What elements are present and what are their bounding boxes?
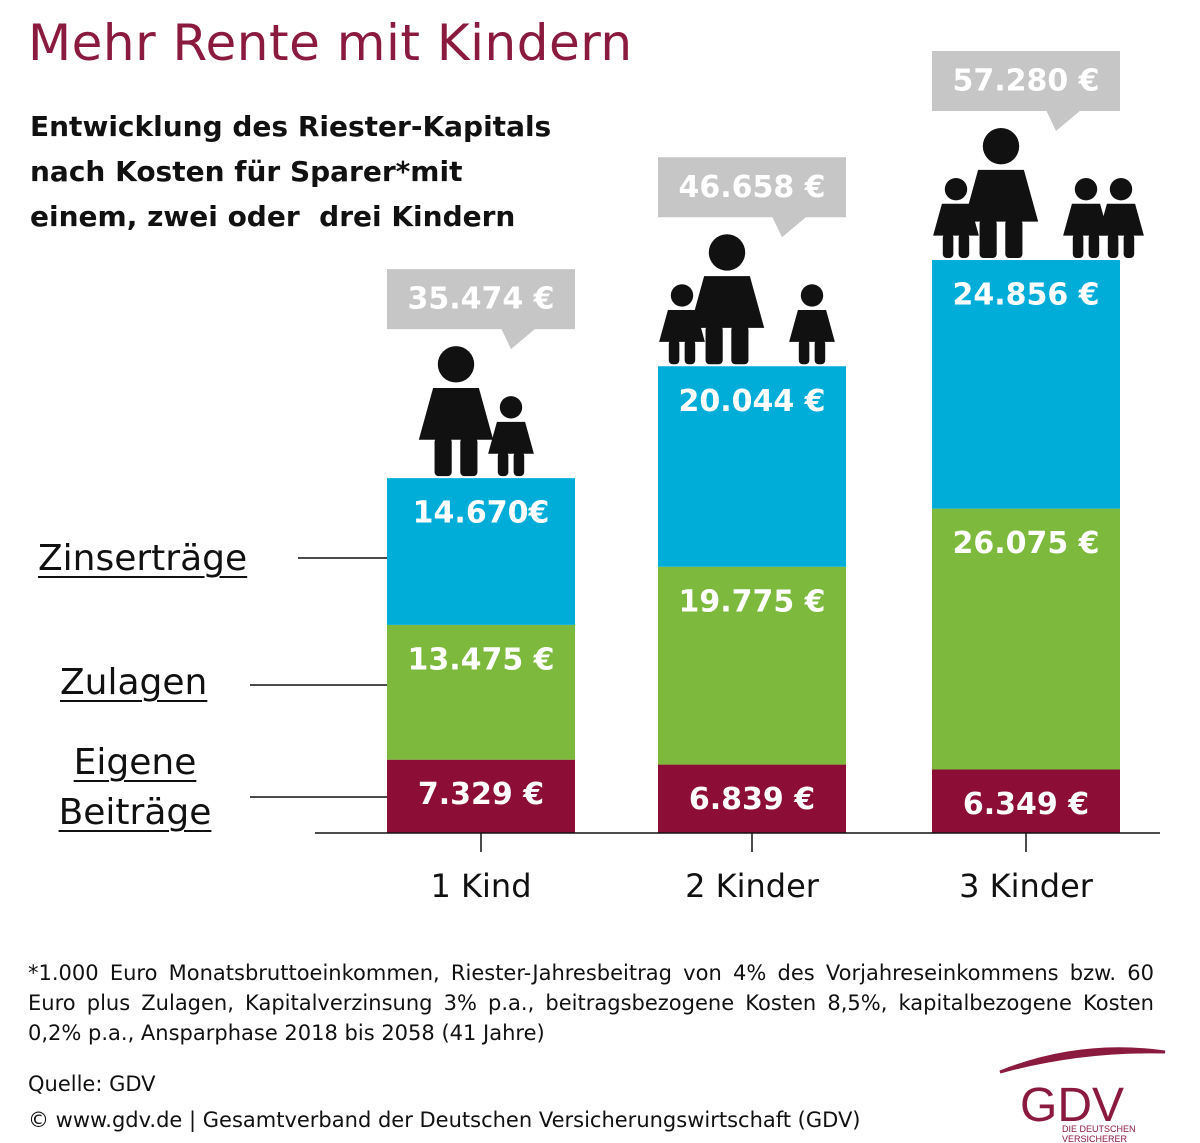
icon-body	[963, 169, 1039, 222]
icon-head	[982, 128, 1020, 165]
icon-leg	[705, 325, 723, 365]
icon-leg	[684, 339, 696, 365]
legend-label: Eigene Beiträge	[58, 742, 212, 833]
icon-body	[789, 310, 835, 342]
value-label: 24.856 €	[952, 278, 1099, 313]
icon-leg	[513, 451, 525, 477]
callout-pointer	[772, 216, 807, 238]
callout-pointer	[501, 328, 536, 350]
bar-segment	[387, 624, 575, 760]
bar-segment	[658, 566, 846, 765]
icon-leg	[497, 451, 509, 477]
value-label: 19.775 €	[678, 584, 825, 619]
chart-title: Mehr Rente mit Kindern	[28, 14, 633, 72]
x-tick-label: 3 Kinder	[959, 867, 1094, 905]
icon-body	[659, 310, 705, 342]
total-callout: 46.658 €	[658, 157, 846, 238]
icon-leg	[731, 325, 749, 365]
icon-leg	[1107, 233, 1119, 258]
icon-leg	[798, 339, 810, 365]
bar-segment	[932, 508, 1120, 770]
bar-segment	[658, 366, 846, 567]
icon-leg	[1088, 233, 1100, 258]
total-label: 46.658 €	[678, 170, 825, 205]
bar-segment	[387, 478, 575, 625]
value-label: 26.075 €	[952, 526, 1099, 561]
source: Quelle: GDV	[28, 1072, 156, 1096]
bar-segment	[932, 260, 1120, 509]
icon-head	[944, 178, 968, 201]
icon-head	[499, 396, 523, 419]
callout-box	[387, 269, 575, 330]
icon-body	[1063, 203, 1109, 236]
people-icon	[933, 128, 1144, 258]
icon-leg	[460, 437, 478, 477]
value-label: 7.329 €	[418, 777, 544, 812]
value-label: 6.839 €	[689, 782, 815, 817]
callout-box	[658, 157, 846, 218]
icon-body	[488, 421, 534, 454]
callout-pointer	[1046, 110, 1081, 131]
icon-leg	[1072, 233, 1084, 258]
icon-leg	[668, 339, 680, 365]
icon-leg	[942, 233, 954, 258]
icon-head	[1109, 178, 1133, 201]
icon-leg	[1005, 219, 1023, 258]
icon-body	[689, 276, 765, 328]
icon-leg	[814, 339, 826, 365]
value-label: 13.475 €	[407, 642, 554, 677]
callout-box	[932, 51, 1120, 111]
legend-label: Zinserträge	[38, 538, 248, 579]
total-callout: 35.474 €	[387, 269, 575, 350]
icon-head	[437, 346, 475, 383]
icon-leg	[979, 219, 997, 258]
icon-body	[418, 387, 494, 440]
icon-body	[933, 203, 979, 236]
icon-head	[1074, 178, 1098, 201]
legend-label: Zulagen	[60, 662, 208, 703]
bar-segment	[658, 764, 846, 833]
subtitle: nach Kosten für Sparer*mit	[30, 155, 463, 188]
total-label: 35.474 €	[407, 282, 554, 317]
icon-head	[670, 284, 694, 307]
x-tick-label: 1 Kind	[431, 867, 532, 905]
total-callout: 57.280 €	[932, 51, 1120, 131]
people-icon	[418, 346, 534, 477]
value-label: 20.044 €	[678, 384, 825, 419]
total-label: 57.280 €	[952, 64, 1099, 99]
value-label: 14.670€	[413, 496, 550, 531]
x-tick-label: 2 Kinder	[685, 867, 820, 905]
people-icon	[659, 234, 835, 365]
bar-segment	[932, 769, 1120, 833]
icon-body	[1098, 203, 1144, 236]
bar-segment	[387, 759, 575, 833]
icon-leg	[958, 233, 970, 258]
subtitle: Entwicklung des Riester-Kapitals	[30, 110, 552, 143]
icon-head	[708, 234, 746, 271]
icon-leg	[1123, 233, 1135, 258]
footnote: *1.000 Euro Monatsbruttoeinkommen, Riest…	[28, 961, 1154, 1045]
icon-head	[800, 284, 824, 307]
logo-tagline: DIE DEUTSCHEN VERSICHERER	[1062, 1124, 1136, 1143]
value-label: 6.349 €	[963, 787, 1089, 822]
subtitle: einem, zwei oder drei Kindern	[30, 200, 516, 233]
icon-leg	[434, 437, 452, 477]
logo: GDV	[1020, 1079, 1125, 1132]
copyright: © www.gdv.de | Gesamtverband der Deutsch…	[28, 1108, 861, 1132]
